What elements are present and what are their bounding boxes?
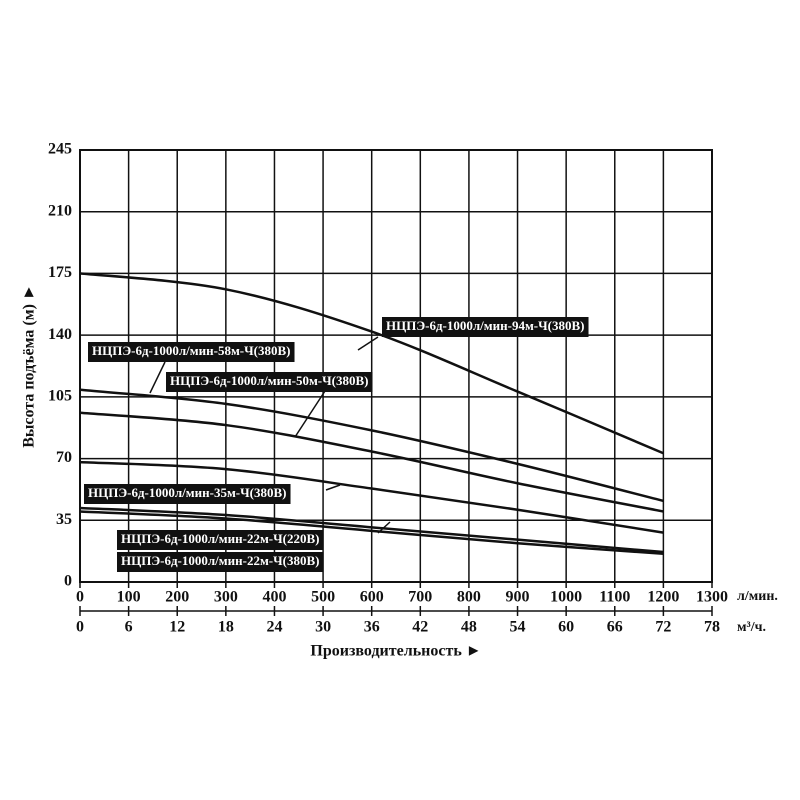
label-box <box>117 530 324 550</box>
y-tick-label: 245 <box>48 141 72 158</box>
leader-line <box>149 361 166 394</box>
y-tick-label: 210 <box>48 202 72 219</box>
curve <box>79 510 664 556</box>
label-box <box>382 317 589 337</box>
x2-tick-label: 54 <box>510 619 526 636</box>
x-tick-label: 0 <box>76 589 84 606</box>
x2-tick-label: 6 <box>125 619 133 636</box>
x2-tick-label: 48 <box>461 619 477 636</box>
x-tick-label: 600 <box>360 589 384 606</box>
x2-tick-label: 72 <box>655 619 671 636</box>
y-tick-label: 0 <box>64 573 72 590</box>
x-tick-label: 700 <box>408 589 432 606</box>
x2-tick-label: 78 <box>704 619 720 636</box>
label-box <box>117 552 324 572</box>
curve <box>79 460 664 534</box>
leader-line <box>377 521 391 534</box>
x2-tick-label: 18 <box>218 619 234 636</box>
x2-unit: м³/ч. <box>737 620 766 635</box>
y-tick-label: 175 <box>48 264 72 281</box>
x-tick-label: 300 <box>214 589 238 606</box>
series-label: НЦПЭ-6д-1000л/мин-35м-Ч(380В) <box>88 485 287 500</box>
leader-line <box>294 390 326 438</box>
y-tick-label: 140 <box>48 326 72 343</box>
label-box <box>88 342 295 362</box>
series-label: НЦПЭ-6д-1000л/мин-94м-Ч(380В) <box>386 318 585 333</box>
x-tick-label: 1300 <box>696 589 728 606</box>
x2-tick-label: 60 <box>558 619 574 636</box>
leader-line <box>357 336 379 351</box>
x2-tick-label: 12 <box>169 619 185 636</box>
series-label: НЦПЭ-6д-1000л/мин-22м-Ч(380В) <box>121 553 320 568</box>
leader-line <box>325 484 341 491</box>
curve <box>79 388 664 503</box>
x-tick-label: 800 <box>457 589 481 606</box>
y-axis-title: Высота подъёма (м) ► <box>21 284 38 448</box>
series-label: НЦПЭ-6д-1000л/мин-22м-Ч(220В) <box>121 531 320 546</box>
y-tick-label: 105 <box>48 388 72 405</box>
x2-tick-label: 30 <box>315 619 331 636</box>
x2-tick-label: 0 <box>76 619 84 636</box>
x-tick-label: 1100 <box>599 589 630 606</box>
label-box <box>166 372 373 392</box>
x-tick-label: 900 <box>506 589 530 606</box>
series-label: НЦПЭ-6д-1000л/мин-58м-Ч(380В) <box>92 343 291 358</box>
curve <box>79 506 664 554</box>
x-unit: л/мин. <box>737 589 778 604</box>
x2-tick-label: 42 <box>412 619 428 636</box>
x2-tick-label: 66 <box>607 619 623 636</box>
x-tick-label: 1200 <box>647 589 679 606</box>
x-axis-title: Производительность ► <box>310 643 481 660</box>
x-tick-label: 500 <box>311 589 335 606</box>
x-tick-label: 1000 <box>550 589 582 606</box>
series-label: НЦПЭ-6д-1000л/мин-50м-Ч(380В) <box>170 373 369 388</box>
curve <box>79 411 664 513</box>
y-tick-label: 35 <box>56 511 72 528</box>
x-tick-label: 200 <box>165 589 189 606</box>
x2-tick-label: 24 <box>266 619 282 636</box>
y-tick-label: 70 <box>56 449 72 466</box>
x2-tick-label: 36 <box>364 619 380 636</box>
x-tick-label: 100 <box>117 589 141 606</box>
x-tick-label: 400 <box>262 589 286 606</box>
curve <box>79 272 664 455</box>
label-box <box>84 484 291 504</box>
plot-border <box>79 149 713 583</box>
